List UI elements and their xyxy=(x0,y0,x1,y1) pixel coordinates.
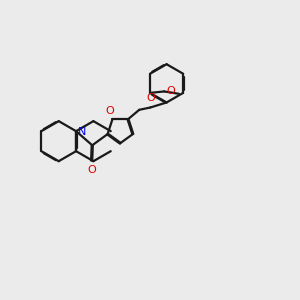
Text: N: N xyxy=(78,127,86,137)
Text: O: O xyxy=(166,86,175,96)
Text: O: O xyxy=(147,93,155,103)
Text: O: O xyxy=(87,165,96,175)
Text: O: O xyxy=(106,106,115,116)
